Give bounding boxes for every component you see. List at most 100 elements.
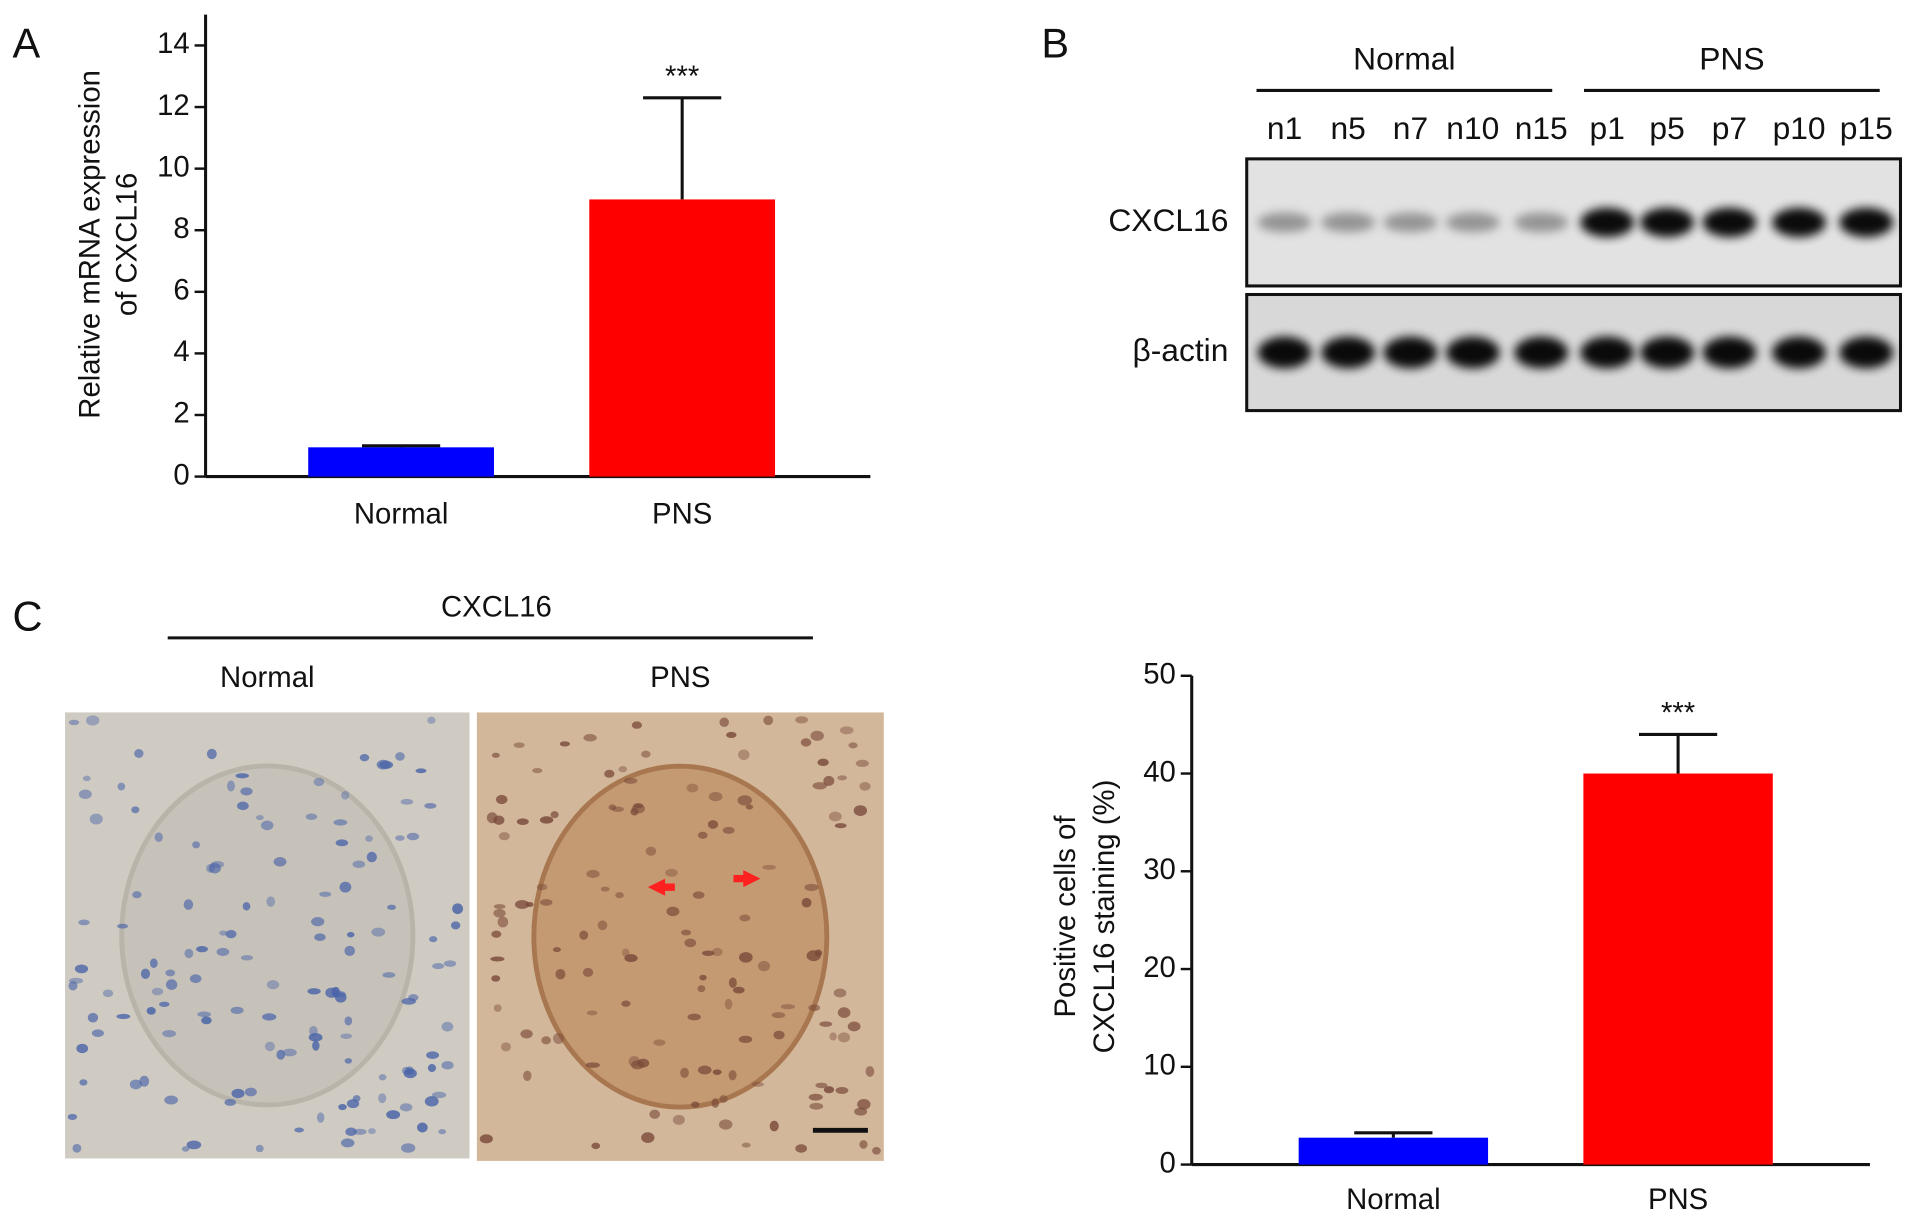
nucleus	[131, 806, 140, 814]
nucleus	[622, 948, 630, 957]
nucleus	[834, 823, 847, 829]
nucleus	[311, 916, 325, 927]
nucleus	[216, 947, 230, 956]
nucleus	[611, 806, 624, 812]
nucleus	[240, 787, 253, 796]
nucleus	[309, 1025, 318, 1037]
nucleus	[82, 775, 91, 782]
nucleus	[338, 1103, 347, 1111]
nucleus	[687, 1013, 701, 1021]
nucleus	[708, 791, 723, 802]
nucleus	[762, 864, 776, 870]
image-label: PNS	[650, 661, 710, 694]
nucleus	[432, 963, 445, 970]
nucleus	[579, 930, 589, 940]
nucleus	[771, 1012, 786, 1019]
nucleus	[72, 1143, 82, 1153]
nucleus	[427, 1064, 437, 1073]
y-axis-label: CXCL16 staining (%)	[1088, 780, 1121, 1054]
nucleus	[812, 782, 828, 790]
nucleus	[540, 899, 553, 906]
nucleus	[857, 1098, 871, 1110]
nucleus	[78, 919, 90, 926]
nucleus	[859, 1140, 868, 1149]
nucleus	[134, 749, 144, 758]
lane-label: n5	[1330, 110, 1365, 146]
bar	[308, 447, 494, 477]
nucleus	[680, 1067, 689, 1079]
nucleus	[600, 886, 610, 892]
nucleus	[224, 1098, 236, 1106]
band	[1772, 207, 1826, 238]
nucleus	[837, 1007, 851, 1018]
nucleus	[340, 1138, 355, 1148]
band	[1640, 336, 1694, 369]
nucleus	[514, 899, 530, 909]
nucleus	[583, 734, 597, 742]
nucleus	[809, 1102, 824, 1110]
y-tick-label: 12	[157, 89, 190, 122]
nucleus	[739, 952, 753, 963]
nucleus	[208, 862, 221, 874]
image-label: Normal	[220, 661, 314, 694]
nucleus	[773, 1030, 785, 1040]
band	[1257, 212, 1312, 233]
nucleus	[833, 988, 847, 998]
nucleus	[550, 811, 559, 819]
y-tick-label: 8	[173, 212, 189, 245]
nucleus	[225, 929, 237, 939]
nucleus	[624, 954, 638, 963]
nucleus	[382, 972, 396, 978]
nucleus	[359, 753, 370, 762]
band	[1580, 336, 1635, 369]
nucleus	[427, 716, 436, 724]
nucleus	[699, 974, 707, 981]
nucleus	[697, 831, 708, 839]
nucleus	[85, 715, 100, 726]
nucleus	[441, 1061, 454, 1070]
nucleus	[371, 927, 386, 937]
nucleus	[763, 715, 774, 726]
nucleus	[855, 759, 869, 768]
nucleus	[415, 768, 427, 774]
nucleus	[555, 968, 566, 980]
nucleus	[491, 752, 500, 758]
nucleus	[341, 790, 350, 800]
y-tick-label: 0	[1160, 1146, 1176, 1179]
nucleus	[631, 1060, 645, 1070]
nucleus	[201, 1016, 212, 1025]
nucleus	[666, 906, 680, 917]
nucleus	[541, 1036, 551, 1045]
nucleus	[615, 892, 624, 899]
nucleus	[219, 930, 228, 936]
nucleus	[154, 832, 163, 842]
nucleus	[401, 997, 416, 1005]
nucleus	[197, 1011, 212, 1018]
band	[1580, 207, 1635, 238]
y-tick-label: 4	[173, 335, 189, 368]
glomerulus	[531, 763, 830, 1110]
nucleus	[686, 783, 699, 793]
nucleus	[273, 857, 287, 867]
arrow	[733, 870, 761, 888]
nucleus	[738, 749, 750, 761]
y-tick-label: 10	[157, 150, 190, 183]
nucleus	[431, 1091, 447, 1099]
nucleus	[854, 1107, 868, 1116]
nucleus	[491, 930, 502, 938]
nucleus	[450, 921, 461, 930]
nucleus	[236, 801, 249, 811]
nucleus	[196, 945, 208, 953]
nucleus	[443, 960, 457, 967]
blot-group-label: PNS	[1699, 40, 1764, 76]
nucleus	[806, 950, 821, 962]
x-tick-label: PNS	[1648, 1183, 1708, 1216]
nucleus	[165, 979, 178, 990]
nucleus	[400, 1143, 416, 1153]
nucleus	[769, 1120, 779, 1132]
nucleus	[604, 769, 615, 778]
nucleus	[162, 1029, 177, 1038]
nucleus	[835, 1087, 849, 1094]
nucleus	[808, 1093, 823, 1101]
x-tick-label: PNS	[652, 497, 712, 530]
